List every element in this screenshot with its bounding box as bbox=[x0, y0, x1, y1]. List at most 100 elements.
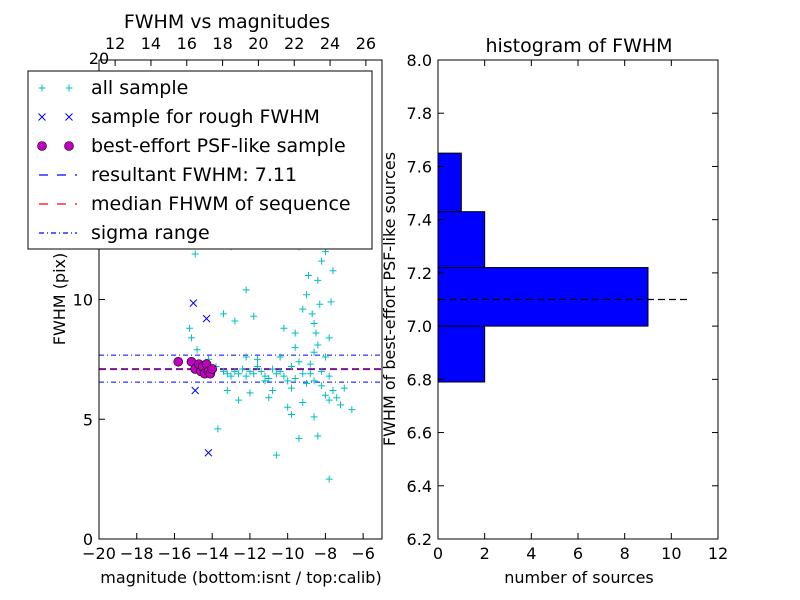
all-sample-point bbox=[223, 370, 231, 378]
right-x-tick-label: 4 bbox=[526, 544, 536, 563]
all-sample-point bbox=[265, 394, 273, 402]
all-sample-point bbox=[231, 367, 239, 375]
all-sample-point bbox=[250, 312, 258, 320]
right-x-tick-label: 0 bbox=[433, 544, 443, 563]
left-x-tick-label: −12 bbox=[233, 544, 267, 563]
all-sample-point bbox=[193, 346, 201, 354]
left-x-tick-label: −18 bbox=[120, 544, 154, 563]
all-sample-point bbox=[257, 367, 265, 375]
legend-label: all sample bbox=[91, 77, 188, 99]
left-y-tick-label: 0 bbox=[83, 530, 93, 549]
all-sample-point bbox=[340, 384, 348, 392]
legend-item: all sample bbox=[38, 77, 188, 99]
left-x-axis-label: magnitude (bottom:isnt / top:calib) bbox=[100, 568, 381, 587]
right-x-tick-label: 10 bbox=[661, 544, 681, 563]
left-chart-title: FWHM vs magnitudes bbox=[124, 11, 330, 33]
right-y-tick-label: 7.8 bbox=[407, 104, 432, 123]
all-sample-point bbox=[310, 348, 318, 356]
psf-like-point bbox=[207, 364, 217, 374]
all-sample-point bbox=[325, 396, 333, 404]
top-x-tick-label: 14 bbox=[141, 34, 161, 53]
all-sample-point bbox=[329, 267, 337, 275]
right-plot-area bbox=[437, 152, 690, 383]
all-sample-point bbox=[329, 387, 337, 395]
all-sample-point bbox=[265, 375, 273, 383]
left-x-tick-label: −6 bbox=[351, 544, 375, 563]
legend-item: sigma range bbox=[39, 222, 210, 244]
all-sample-point bbox=[312, 329, 320, 337]
all-sample-point bbox=[310, 413, 318, 421]
all-sample-point bbox=[238, 365, 246, 373]
legend-item: best-effort PSF-like sample bbox=[37, 135, 346, 157]
all-sample-point bbox=[235, 396, 243, 404]
legend-label: sample for rough FWHM bbox=[91, 106, 320, 128]
all-sample-point bbox=[276, 367, 284, 375]
right-x-tick-label: 8 bbox=[620, 544, 630, 563]
all-sample-point bbox=[231, 317, 239, 325]
left-y-tick-label: 5 bbox=[83, 410, 93, 429]
all-sample-point bbox=[327, 298, 335, 306]
right-x-tick-label: 6 bbox=[573, 544, 583, 563]
right-y-tick-label: 6.6 bbox=[407, 424, 432, 443]
all-sample-point bbox=[310, 319, 318, 327]
legend-label: best-effort PSF-like sample bbox=[91, 135, 346, 157]
top-x-tick-label: 22 bbox=[284, 34, 304, 53]
legend-item: median FHWM of sequence bbox=[39, 193, 351, 215]
histogram-bar bbox=[437, 152, 462, 213]
all-sample-point bbox=[316, 300, 324, 308]
all-sample-point bbox=[318, 382, 326, 390]
all-sample-point bbox=[299, 305, 307, 313]
all-sample-point bbox=[303, 379, 311, 387]
top-x-tick-label: 24 bbox=[320, 34, 340, 53]
all-sample-point bbox=[291, 375, 299, 383]
all-sample-point bbox=[318, 257, 326, 265]
all-sample-point bbox=[333, 394, 341, 402]
all-sample-point bbox=[261, 377, 269, 385]
all-sample-point bbox=[325, 475, 333, 483]
legend-marker bbox=[37, 141, 47, 151]
all-sample-point bbox=[291, 343, 299, 351]
rough-fwhm-point bbox=[202, 314, 211, 323]
all-sample-point bbox=[348, 406, 356, 414]
left-scatter-panel: FWHM vs magnitudes −20 −18 −16 −14 −12 −10 −8−… bbox=[27, 11, 383, 587]
all-sample-point bbox=[308, 310, 316, 318]
legend-marker bbox=[38, 113, 46, 121]
legend-item: resultant FWHM: 7.11 bbox=[39, 164, 297, 186]
psf-like-point bbox=[173, 356, 184, 367]
all-sample-point bbox=[287, 384, 295, 392]
all-sample-point bbox=[269, 387, 277, 395]
left-x-tick-label: −14 bbox=[195, 544, 229, 563]
all-sample-point bbox=[246, 389, 254, 397]
rough-fwhm-point bbox=[191, 386, 200, 395]
legend: all sample sample for rough FWHM best-effo… bbox=[27, 70, 373, 250]
all-sample-point bbox=[287, 410, 295, 418]
legend-marker bbox=[65, 84, 73, 92]
right-y-tick-label: 6.2 bbox=[407, 530, 432, 549]
all-sample-point bbox=[220, 367, 228, 375]
all-sample-point bbox=[220, 310, 228, 318]
all-sample-point bbox=[214, 425, 222, 433]
all-sample-point bbox=[246, 367, 254, 375]
all-sample-point bbox=[321, 353, 329, 361]
all-sample-point bbox=[191, 250, 199, 258]
right-histogram-panel: histogram of FWHM 0 2 4 6 8 10 12 6.2 6.4 6.6 6.8 7… bbox=[380, 35, 728, 587]
rough-fwhm-point bbox=[204, 448, 213, 457]
all-sample-point bbox=[242, 372, 250, 380]
right-y-tick-label: 8.0 bbox=[407, 51, 432, 70]
all-sample-point bbox=[187, 334, 195, 342]
legend-marker bbox=[64, 141, 74, 151]
left-x-tick-label: −10 bbox=[271, 544, 305, 563]
left-x-tick-label: −8 bbox=[314, 544, 338, 563]
right-axis-ticks: 0 2 4 6 8 10 12 6.2 6.4 6.6 6.8 7.0 7.2 7.4 7.6 7.8 8.0 bbox=[407, 51, 729, 563]
left-top-left-tick: 20 bbox=[89, 49, 109, 68]
all-sample-point bbox=[314, 432, 322, 440]
all-sample-point bbox=[291, 329, 299, 337]
right-y-tick-label: 7.0 bbox=[407, 317, 432, 336]
all-sample-point bbox=[242, 286, 250, 294]
legend-box bbox=[27, 70, 373, 250]
histogram-bar bbox=[437, 325, 486, 383]
all-sample-point bbox=[306, 360, 314, 368]
all-sample-point bbox=[242, 353, 250, 361]
all-sample-point bbox=[280, 372, 288, 380]
